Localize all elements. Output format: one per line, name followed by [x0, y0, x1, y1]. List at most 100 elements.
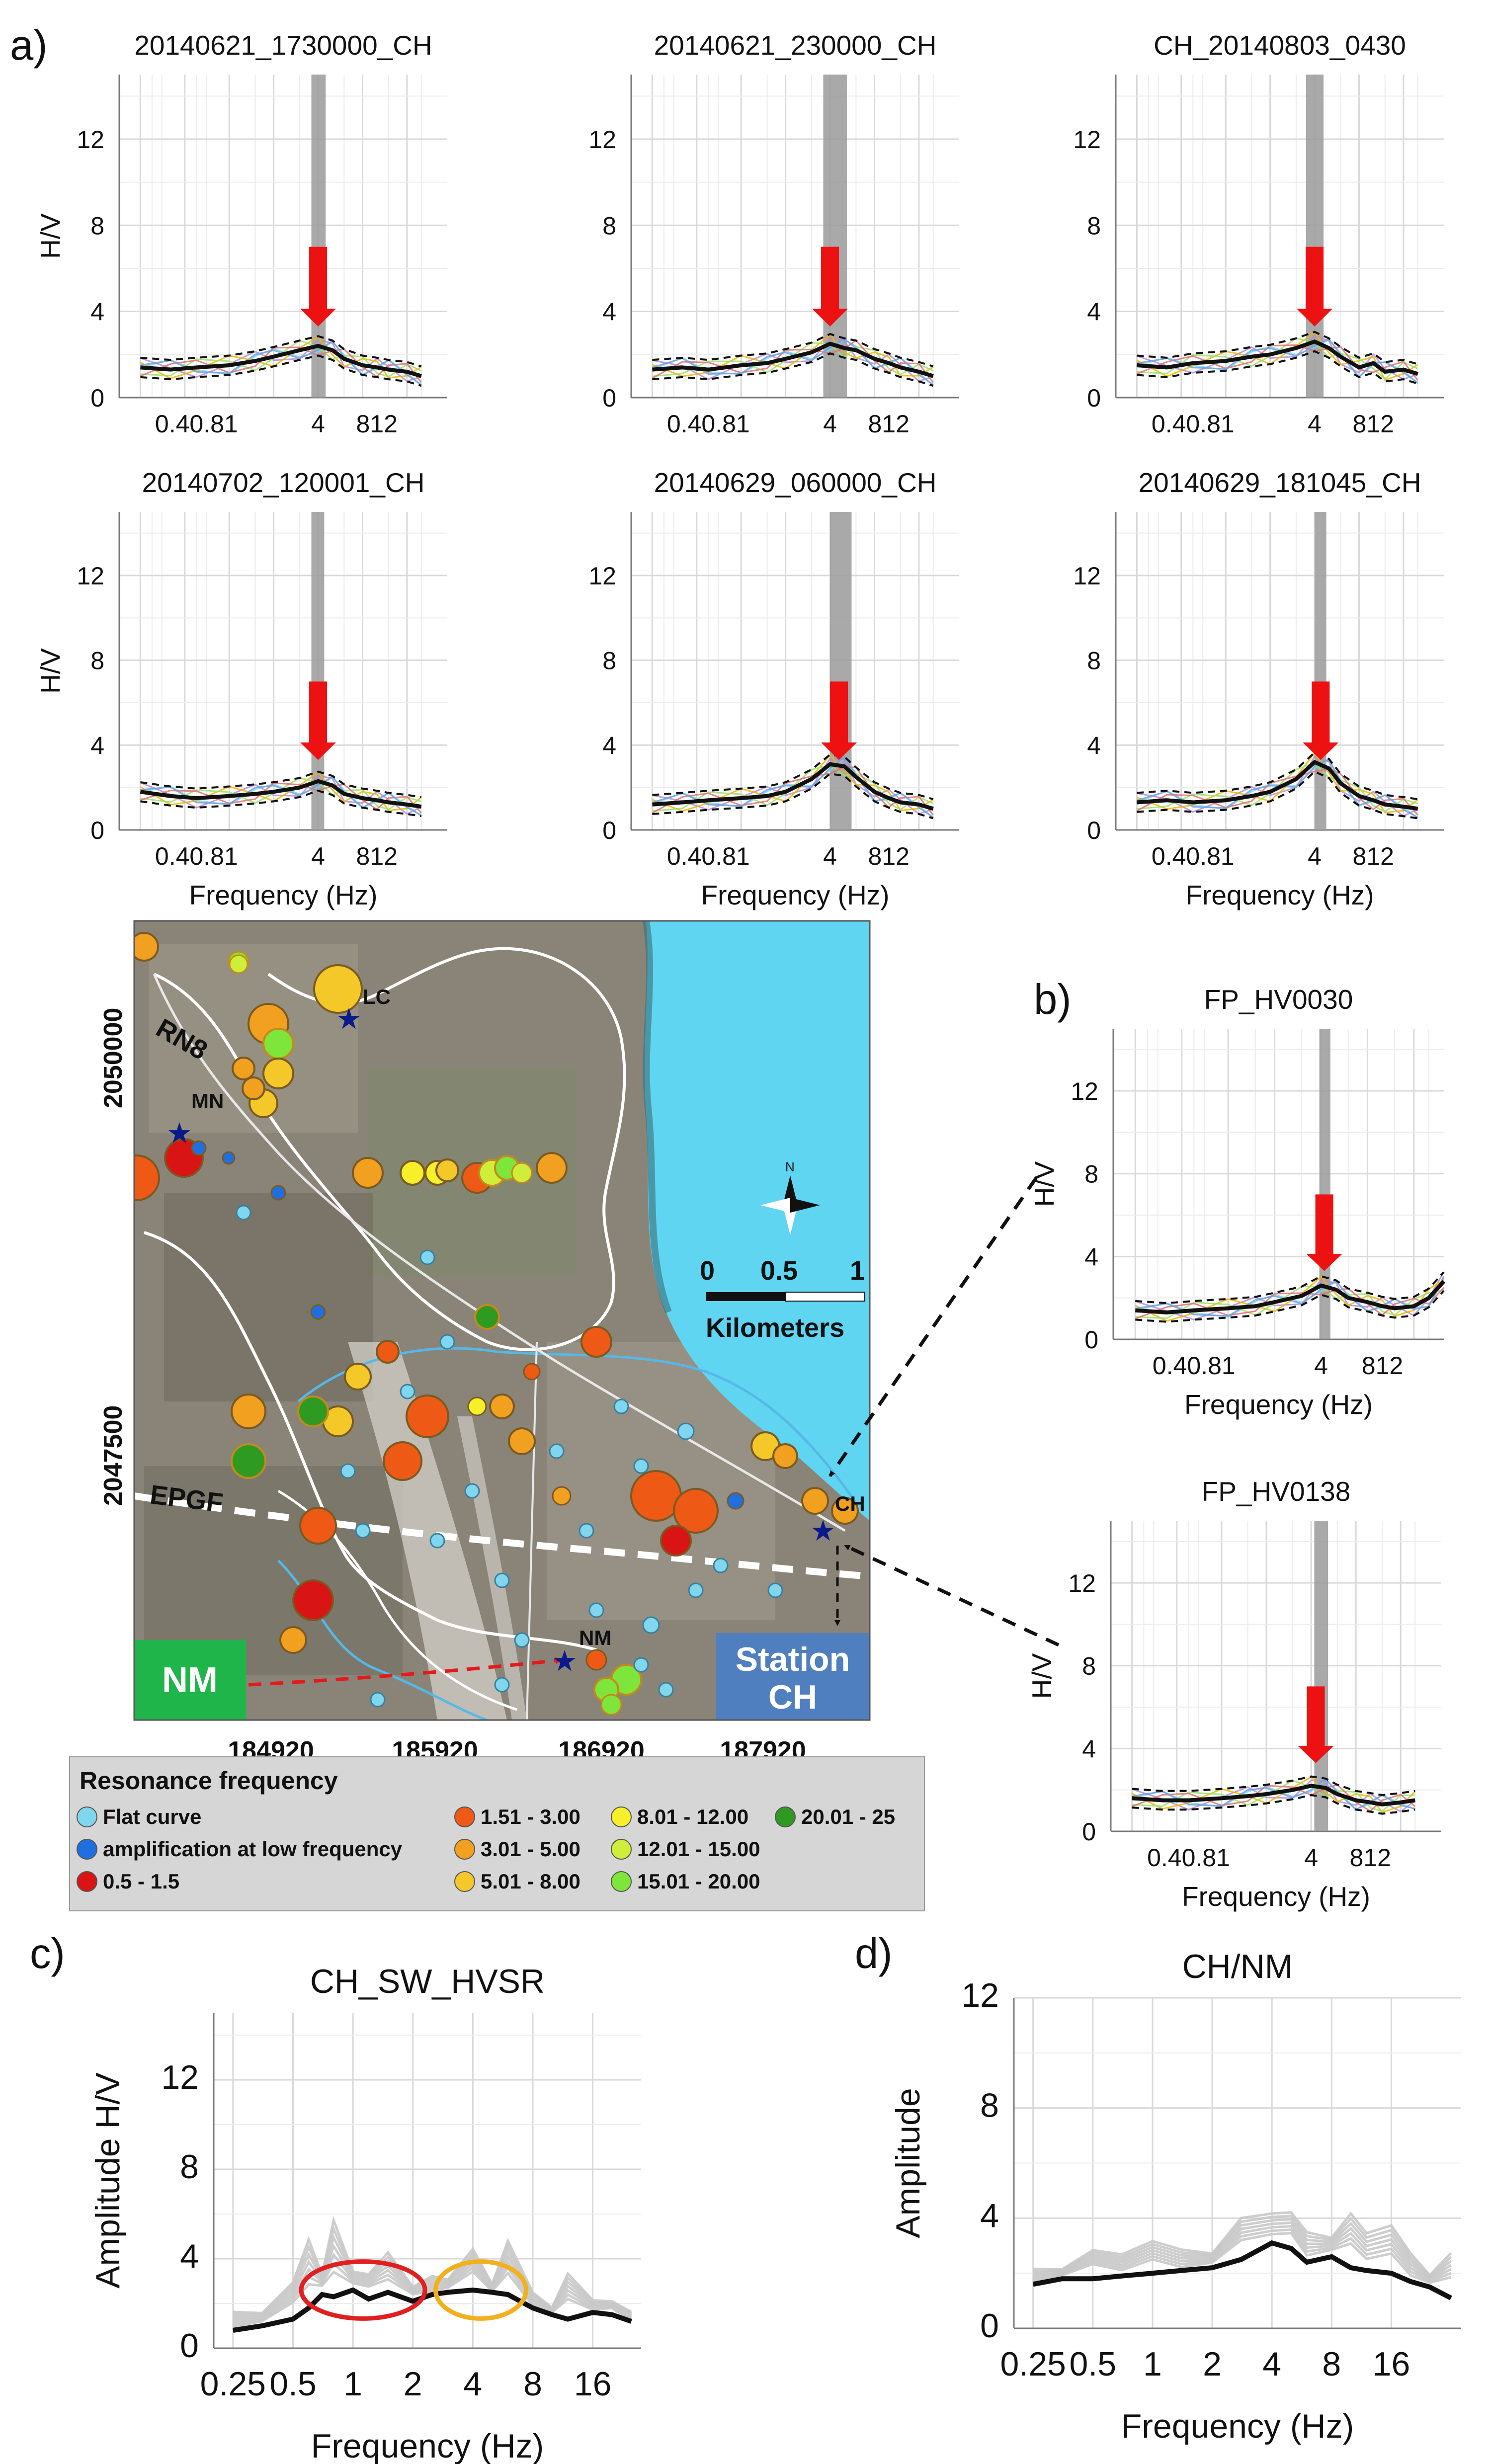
x-tick-label: 0.40.81: [1153, 1352, 1236, 1380]
scale-bar-white: [785, 1292, 865, 1302]
legend-box: [69, 1756, 925, 1911]
std-curve: [1132, 1794, 1415, 1815]
std-curve: [1137, 350, 1418, 385]
std-curve: [652, 333, 934, 368]
y-tick-label: 0: [180, 2327, 199, 2365]
peak-arrow-icon: [300, 246, 336, 327]
peak-band: [830, 512, 852, 830]
y-tick-label: 4: [602, 732, 616, 759]
x-tick-label: 0.40.81: [667, 842, 750, 870]
map-point: [727, 1492, 745, 1510]
x-axis-label: Frequency (Hz): [701, 880, 890, 910]
y-tick-label: 0: [90, 384, 104, 412]
map-point: [579, 1523, 594, 1539]
x-tick-label: 16: [1373, 2345, 1410, 2383]
y-tick-label: 8: [1082, 1652, 1096, 1680]
y-tick-label: 4: [180, 2237, 199, 2275]
legend-swatch: [775, 1807, 796, 1827]
individual-window-curve: [1136, 758, 1418, 818]
x-axis-label: Frequency (Hz): [1182, 1881, 1370, 1912]
individual-window-curve: [1136, 752, 1418, 814]
y-tick-label: 0: [602, 817, 616, 844]
panel-label-c: c): [30, 1930, 65, 1977]
mean-curve: [652, 762, 934, 811]
mean-curve: [1135, 1280, 1445, 1314]
individual-curve: [233, 2216, 632, 2314]
individual-curve: [1033, 2218, 1452, 2280]
x-tick-label: 1: [1143, 2345, 1162, 2383]
x-axis-label: Frequency (Hz): [189, 880, 378, 910]
map-point: [494, 1677, 510, 1693]
map-point: [340, 1463, 356, 1479]
y-tick-label: 12: [1073, 126, 1101, 154]
x-tick-label: 0.40.81: [1152, 410, 1235, 438]
map-point: [270, 1185, 286, 1201]
map-point: [400, 1384, 415, 1399]
y-tick-label: 0: [1082, 1818, 1096, 1846]
legend-swatch: [77, 1839, 97, 1860]
map-point: [831, 1497, 859, 1525]
individual-window-curve: [1135, 1271, 1445, 1320]
x-tick-label: 4: [823, 842, 837, 870]
peak-arrow-icon: [821, 681, 857, 760]
map-point: [299, 1507, 337, 1545]
map-point: [464, 1483, 480, 1499]
std-curve: [140, 770, 421, 798]
mean-curve: [1137, 759, 1418, 811]
chart-title: FP_HV0138: [1202, 1476, 1351, 1507]
map-point: [549, 1443, 565, 1459]
legend-swatch: [77, 1871, 97, 1892]
x-axis-label: Frequency (Hz): [1186, 880, 1374, 910]
legend-label: 1.51 - 3.00: [481, 1805, 580, 1828]
chart-title: 20140629_060000_CH: [654, 467, 937, 498]
map-point: [514, 1632, 530, 1648]
mean-curve: [652, 341, 934, 378]
map-fault-epgf: [134, 1492, 870, 1580]
y-tick-label: 12: [588, 126, 616, 154]
y-axis-label: H/V: [35, 648, 66, 694]
chart-title: 20140621_1730000_CH: [134, 30, 432, 61]
map-road: [526, 1341, 538, 1720]
legend: Resonance frequency Flat curve amplificat…: [69, 1756, 925, 1911]
connector-arrow-b1: [828, 1177, 1038, 1477]
std-curve: [1135, 1271, 1445, 1305]
scale-0: 0: [700, 1256, 715, 1286]
mean-curve: [1132, 1784, 1415, 1807]
x-tick-label: 812: [356, 842, 398, 870]
std-curve: [1137, 770, 1418, 820]
map-point: [580, 1326, 612, 1358]
legend-swatch: [77, 1807, 97, 1827]
y-tick-label: 0: [1087, 384, 1101, 412]
map-point: [134, 1154, 160, 1201]
scale-05: 0.5: [760, 1256, 798, 1286]
peak-arrow-icon: [812, 246, 848, 327]
x-tick-label: 4: [823, 410, 837, 438]
y-tick-label: 4: [1087, 732, 1101, 759]
individual-curve: [233, 2234, 632, 2318]
map-point: [242, 1076, 265, 1100]
map-point: [658, 1682, 674, 1698]
x-tick-label: 812: [1353, 410, 1394, 438]
highlight-ellipse: [299, 2259, 427, 2321]
map-point: [370, 1692, 386, 1708]
y-tick-label: 12: [1068, 1569, 1096, 1597]
map-point: [552, 1486, 572, 1506]
map-point: [231, 1394, 266, 1429]
map-point: [660, 1525, 692, 1557]
x-tick-label: 4: [1314, 1352, 1328, 1380]
chart-title: 20140702_120001_CH: [142, 467, 425, 498]
map-point: [297, 1396, 329, 1427]
scale-bar-black: [706, 1292, 785, 1301]
map-point: [400, 1160, 425, 1186]
map-point: [508, 1427, 536, 1455]
legend-label: amplification at low frequency: [103, 1837, 403, 1861]
std-curve: [1132, 1775, 1415, 1797]
star-mn-icon: ★: [166, 1117, 192, 1150]
y-tick-label: 8: [1087, 647, 1101, 675]
std-curve: [140, 354, 422, 387]
individual-curve: [233, 2261, 632, 2326]
map-point: [222, 1151, 236, 1165]
y-tick-label: 4: [1084, 1243, 1098, 1271]
map-coast-dark: [643, 921, 672, 1314]
